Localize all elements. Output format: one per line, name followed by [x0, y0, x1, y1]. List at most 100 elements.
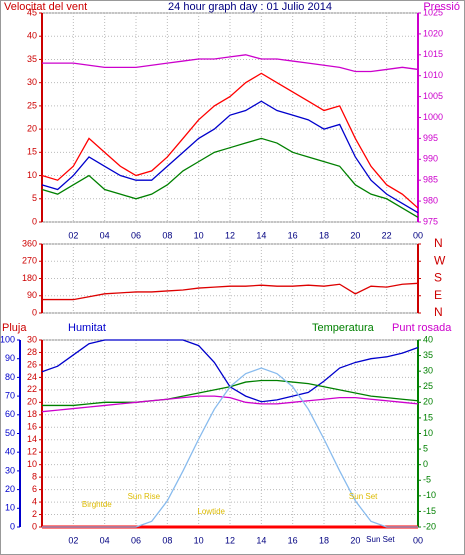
tick-label: 5	[32, 193, 37, 203]
series-line	[42, 367, 418, 528]
annotation: Birghtde	[82, 500, 112, 509]
x-tick-label: 10	[194, 230, 204, 240]
x-tick-label: 16	[288, 535, 298, 545]
x-tick-label: 10	[194, 535, 204, 545]
tick-label: 35	[423, 350, 433, 360]
tick-label: 0	[423, 459, 428, 469]
tick-label: 1020	[423, 28, 443, 38]
x-tick-label: 06	[131, 230, 141, 240]
tick-label: 16	[27, 422, 37, 432]
tick-label: 5	[423, 443, 428, 453]
tick-label: 28	[27, 347, 37, 357]
tick-label: E	[434, 288, 442, 302]
tick-label: 980	[423, 195, 438, 205]
x-tick-label: 14	[256, 230, 266, 240]
tick-label: N	[434, 236, 443, 250]
x-tick-label: 04	[100, 535, 110, 545]
x-tick-label: 04	[100, 230, 110, 240]
tick-label: 60	[5, 409, 15, 419]
tick-label: 26	[27, 359, 37, 369]
tick-label: 12	[27, 447, 37, 457]
series-line	[41, 100, 419, 214]
tick-label: 4	[32, 496, 37, 506]
tick-label: 10	[5, 503, 15, 513]
series-line	[42, 54, 419, 73]
tick-label: 70	[5, 390, 15, 400]
annotation: Lowtide	[197, 507, 225, 516]
tick-label: 100	[0, 334, 15, 344]
tick-label: -5	[423, 475, 431, 485]
x-tick-label: 00	[413, 230, 423, 240]
tick-label: 1000	[423, 112, 443, 122]
humidity-label: Humitat	[68, 322, 106, 334]
tick-label: 6	[32, 484, 37, 494]
x-tick-label: 22	[382, 230, 392, 240]
tick-label: 22	[27, 384, 37, 394]
tick-label: 18	[27, 409, 37, 419]
annotation: Sun Set	[366, 535, 395, 544]
tick-label: 20	[27, 123, 37, 133]
tick-label: N	[434, 305, 443, 319]
tick-label: 45	[27, 7, 37, 17]
tick-label: 40	[423, 334, 433, 344]
tick-label: 40	[5, 447, 15, 457]
tick-label: -10	[423, 490, 436, 500]
tick-label: 975	[423, 216, 438, 226]
x-tick-label: 02	[68, 535, 78, 545]
tick-label: 360	[22, 238, 37, 248]
annotation: Sun Set	[349, 492, 378, 501]
tick-label: 30	[5, 465, 15, 475]
series-line	[41, 72, 419, 209]
tick-label: 1005	[423, 91, 443, 101]
tick-label: 50	[5, 428, 15, 438]
tick-label: 10	[27, 459, 37, 469]
tick-label: 20	[5, 484, 15, 494]
x-tick-label: 00	[413, 535, 423, 545]
temperature-label: Temperatura	[312, 322, 375, 334]
tick-label: 40	[27, 31, 37, 41]
x-tick-label: 20	[350, 535, 360, 545]
tick-label: 10	[27, 170, 37, 180]
tick-label: 8	[32, 472, 37, 482]
annotation: Sun Rise	[128, 492, 161, 501]
tick-label: 0	[32, 521, 37, 531]
series-line	[41, 137, 419, 218]
x-tick-label: 08	[162, 535, 172, 545]
tick-label: 30	[423, 366, 433, 376]
tick-label: 30	[27, 334, 37, 344]
tick-label: 1025	[423, 7, 443, 17]
tick-label: 270	[22, 256, 37, 266]
tick-label: 15	[27, 147, 37, 157]
rain-label: Pluja	[2, 322, 27, 334]
tick-label: 90	[27, 290, 37, 300]
tick-label: 24	[27, 372, 37, 382]
tick-label: 30	[27, 77, 37, 87]
x-tick-label: 20	[350, 230, 360, 240]
x-tick-label: 08	[162, 230, 172, 240]
tick-label: 1010	[423, 70, 443, 80]
tick-label: 35	[27, 54, 37, 64]
x-tick-label: 14	[256, 535, 266, 545]
tick-label: S	[434, 271, 442, 285]
tick-label: 0	[32, 216, 37, 226]
x-tick-label: 16	[288, 230, 298, 240]
series-line	[41, 395, 419, 413]
tick-label: 14	[27, 434, 37, 444]
tick-label: 25	[423, 381, 433, 391]
plot-area	[41, 243, 419, 314]
tick-label: -15	[423, 506, 436, 516]
tick-label: 990	[423, 154, 438, 164]
tick-label: -20	[423, 521, 436, 531]
tick-label: 10	[423, 428, 433, 438]
pressure-label: Pressió	[423, 1, 460, 13]
series-line	[42, 282, 419, 301]
x-tick-label: 06	[131, 535, 141, 545]
tick-label: 20	[423, 397, 433, 407]
tick-label: 20	[27, 397, 37, 407]
wind-label: Velocitat del vent	[4, 1, 87, 13]
tick-label: 1015	[423, 49, 443, 59]
x-tick-label: 18	[319, 535, 329, 545]
tick-label: 0	[10, 521, 15, 531]
tick-label: 2	[32, 509, 37, 519]
